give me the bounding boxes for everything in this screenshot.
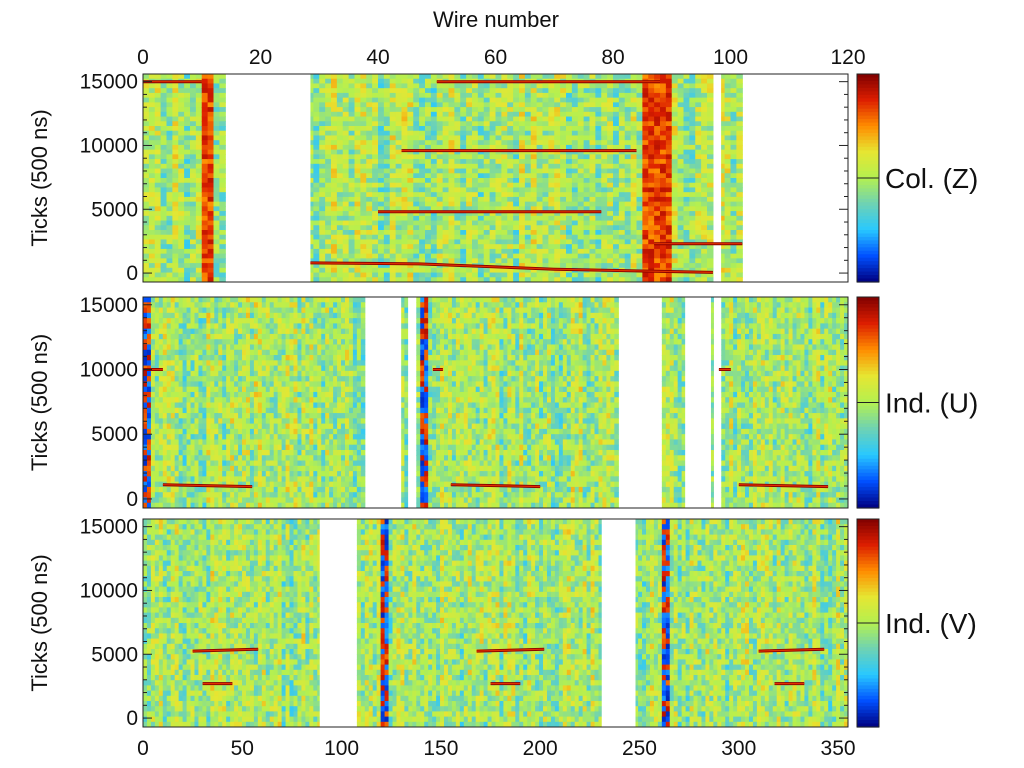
bottom-tick-label-300: 300 bbox=[721, 737, 756, 760]
dead-wires-2 bbox=[715, 74, 722, 282]
plot-frame-1 bbox=[142, 73, 849, 283]
bottom-tick-label-250: 250 bbox=[622, 737, 657, 760]
bottom-tick-label-50: 50 bbox=[231, 737, 254, 760]
dead-wires-2 bbox=[601, 519, 636, 727]
top-tick-label-20: 20 bbox=[249, 46, 272, 69]
bottom-wire-axis: 0 50 100 150 200 250 300 350 bbox=[137, 718, 856, 760]
y-tick-label-15000: 15000 bbox=[80, 294, 138, 317]
y-axis-title-1: Ticks (500 ns) bbox=[27, 109, 52, 246]
dead-wires-1 bbox=[365, 297, 402, 508]
heatmap-1 bbox=[143, 74, 848, 282]
bottom-tick-label-0: 0 bbox=[137, 737, 149, 760]
dead-wires-5 bbox=[714, 297, 721, 508]
panel-2: 0 5000 10000 15000 Ticks (500 ns) Ind. (U) bbox=[27, 294, 978, 511]
colorbar-1 bbox=[856, 73, 880, 283]
y-axis-title-2: Ticks (500 ns) bbox=[27, 334, 52, 471]
bottom-tick-label-200: 200 bbox=[523, 737, 558, 760]
y-tick-label-10000: 10000 bbox=[80, 134, 138, 157]
track-core-3 bbox=[738, 484, 829, 488]
dead-wires-4 bbox=[685, 297, 711, 508]
track-core-2 bbox=[476, 648, 545, 652]
top-tick-label-120: 120 bbox=[830, 46, 865, 69]
heatmap-3 bbox=[143, 519, 848, 727]
top-tick-label-0: 0 bbox=[137, 46, 149, 69]
dead-wires-1 bbox=[228, 74, 311, 282]
top-tick-label-80: 80 bbox=[601, 46, 624, 69]
bottom-tick-label-350: 350 bbox=[821, 737, 856, 760]
top-axis-title: Wire number bbox=[433, 7, 559, 32]
bottom-tick-label-150: 150 bbox=[423, 737, 458, 760]
panel-label-3: Ind. (V) bbox=[885, 608, 977, 639]
top-tick-label-40: 40 bbox=[366, 46, 389, 69]
y-tick-label-5000: 5000 bbox=[91, 643, 138, 666]
track-core-1 bbox=[162, 484, 253, 488]
track-core-2 bbox=[450, 484, 541, 488]
y-tick-label-5000: 5000 bbox=[91, 423, 138, 446]
y-tick-label-15000: 15000 bbox=[80, 71, 138, 94]
plot-frame-2 bbox=[142, 296, 849, 509]
y-tick-label-0: 0 bbox=[126, 488, 138, 511]
dead-wires-3 bbox=[619, 297, 662, 508]
y-tick-label-5000: 5000 bbox=[91, 198, 138, 221]
heatmap-2 bbox=[143, 297, 848, 508]
track-core-1 bbox=[310, 262, 713, 273]
panel-label-1: Col. (Z) bbox=[885, 163, 978, 194]
dead-wires-2 bbox=[408, 297, 416, 508]
panels: 0 5000 10000 15000 Ticks (500 ns) Col. (Z) 0 50… bbox=[27, 71, 978, 730]
dead-wires-1 bbox=[319, 519, 356, 727]
bottom-tick-label-100: 100 bbox=[324, 737, 359, 760]
colorbar-2 bbox=[856, 296, 880, 509]
panel-label-2: Ind. (U) bbox=[885, 388, 978, 419]
y-tick-label-0: 0 bbox=[126, 262, 138, 285]
y-axis-title-3: Ticks (500 ns) bbox=[27, 554, 52, 691]
plot-frame-3 bbox=[142, 518, 849, 728]
colorbar-3 bbox=[856, 518, 880, 728]
top-tick-label-100: 100 bbox=[713, 46, 748, 69]
panel-1: 0 5000 10000 15000 Ticks (500 ns) Col. (Z) bbox=[27, 71, 978, 285]
track-core-3 bbox=[758, 648, 825, 652]
panel-3: 0 5000 10000 15000 Ticks (500 ns) Ind. (V) bbox=[27, 516, 977, 730]
track-core-1 bbox=[192, 648, 259, 652]
y-tick-label-15000: 15000 bbox=[80, 516, 138, 539]
y-tick-label-10000: 10000 bbox=[80, 358, 138, 381]
y-tick-label-10000: 10000 bbox=[80, 579, 138, 602]
y-tick-label-0: 0 bbox=[126, 707, 138, 730]
top-tick-label-60: 60 bbox=[484, 46, 507, 69]
dead-wires-3 bbox=[745, 74, 848, 282]
